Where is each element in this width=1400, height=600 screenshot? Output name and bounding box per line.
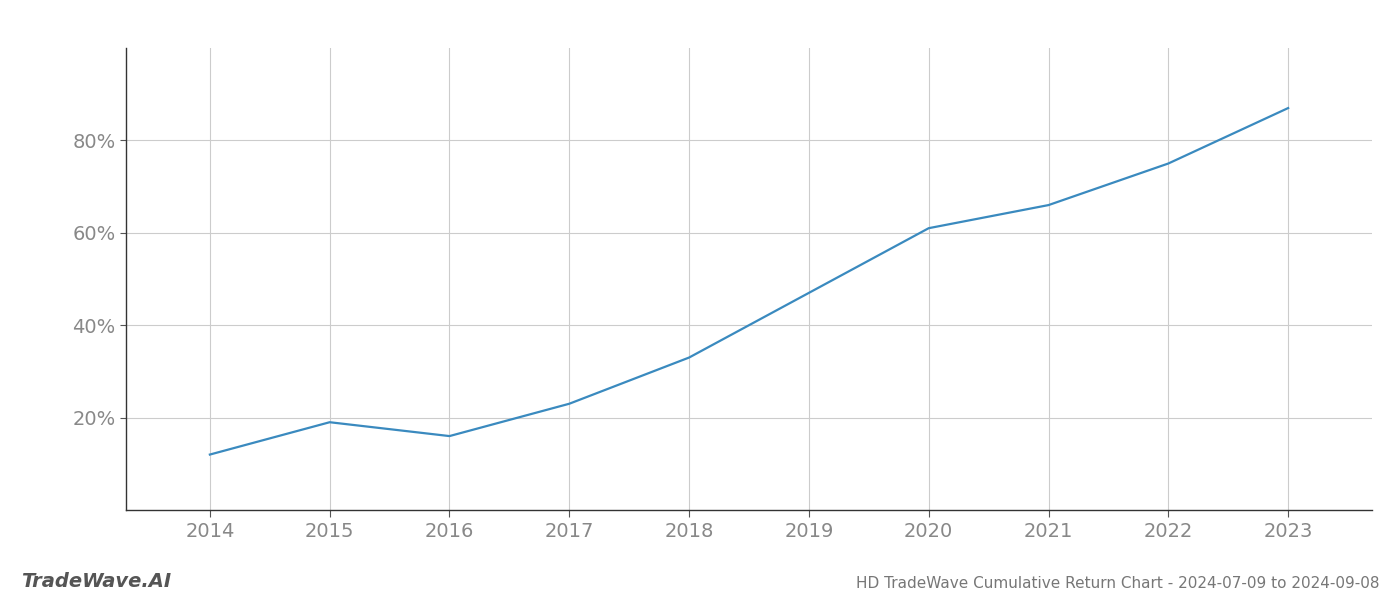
Text: HD TradeWave Cumulative Return Chart - 2024-07-09 to 2024-09-08: HD TradeWave Cumulative Return Chart - 2… — [855, 576, 1379, 591]
Text: TradeWave.AI: TradeWave.AI — [21, 572, 171, 591]
